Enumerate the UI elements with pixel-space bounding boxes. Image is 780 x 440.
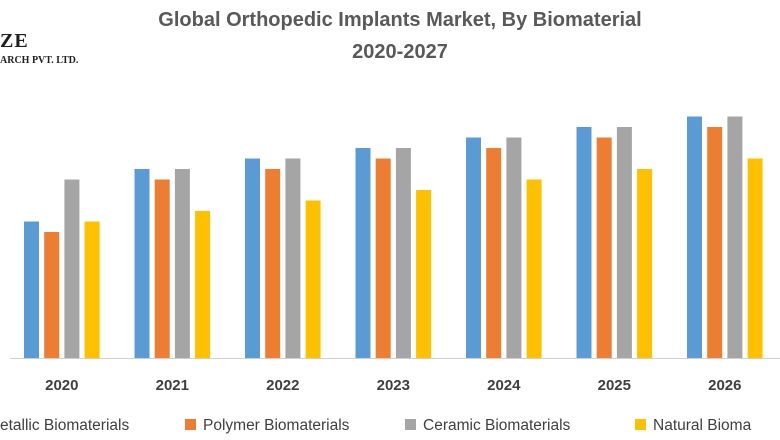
- bar-2025-series-2: [596, 137, 612, 358]
- x-tick-label-2026: 2026: [708, 377, 741, 394]
- x-tick-label-2021: 2021: [156, 377, 189, 394]
- bar-2025-series-3: [616, 127, 632, 358]
- chart-title-line-2: 2020-2027: [352, 41, 448, 63]
- x-tick-label-2024: 2024: [487, 377, 521, 394]
- bar-2021-series-4: [195, 211, 211, 358]
- bar-2023-series-2: [375, 158, 391, 358]
- legend-swatch-series-2: [185, 419, 196, 430]
- bar-2024-series-1: [466, 137, 481, 358]
- bar-2020-series-4: [84, 221, 100, 358]
- bar-2020-series-1: [24, 221, 39, 358]
- bar-2023-series-4: [416, 190, 432, 358]
- logo-subtext: ARCH PVT. LTD.: [0, 55, 79, 66]
- logo-text: ZE: [0, 30, 29, 52]
- bar-2023-series-3: [395, 148, 411, 358]
- bar-2025-series-4: [637, 169, 653, 358]
- x-tick-label-2023: 2023: [377, 377, 410, 394]
- bar-2022-series-3: [285, 158, 301, 358]
- legend-label-series-4: Natural Bioma: [653, 417, 752, 434]
- bar-2020-series-3: [64, 179, 80, 358]
- bar-2024-series-4: [526, 179, 542, 358]
- bar-2022-series-1: [245, 158, 260, 358]
- bar-2021-series-3: [174, 169, 190, 358]
- x-tick-label-2020: 2020: [45, 377, 78, 394]
- chart-title-line-1: Global Orthopedic Implants Market, By Bi…: [158, 9, 642, 31]
- bar-2023-series-1: [355, 148, 371, 358]
- bar-2020-series-2: [44, 232, 60, 358]
- legend-swatch-series-4: [635, 419, 646, 430]
- bar-2026-series-1: [687, 116, 702, 358]
- bar-2021-series-2: [154, 179, 170, 358]
- bar-2024-series-2: [486, 148, 502, 358]
- legend-label-series-2: Polymer Biomaterials: [203, 417, 350, 434]
- legend-label-series-3: Ceramic Biomaterials: [423, 417, 571, 434]
- bar-2022-series-2: [265, 169, 281, 358]
- bar-2026-series-2: [707, 127, 723, 358]
- bar-2026-series-3: [727, 116, 743, 358]
- bar-2026-series-4: [747, 158, 763, 358]
- bar-2025-series-1: [576, 127, 592, 358]
- legend-swatch-series-3: [405, 419, 416, 430]
- x-tick-label-2025: 2025: [598, 377, 631, 394]
- bar-2022-series-4: [305, 200, 321, 358]
- x-tick-label-2022: 2022: [266, 377, 299, 394]
- bar-2021-series-1: [134, 169, 150, 358]
- legend-label-series-1: etallic Biomaterials: [0, 417, 129, 434]
- bar-2024-series-3: [506, 137, 522, 358]
